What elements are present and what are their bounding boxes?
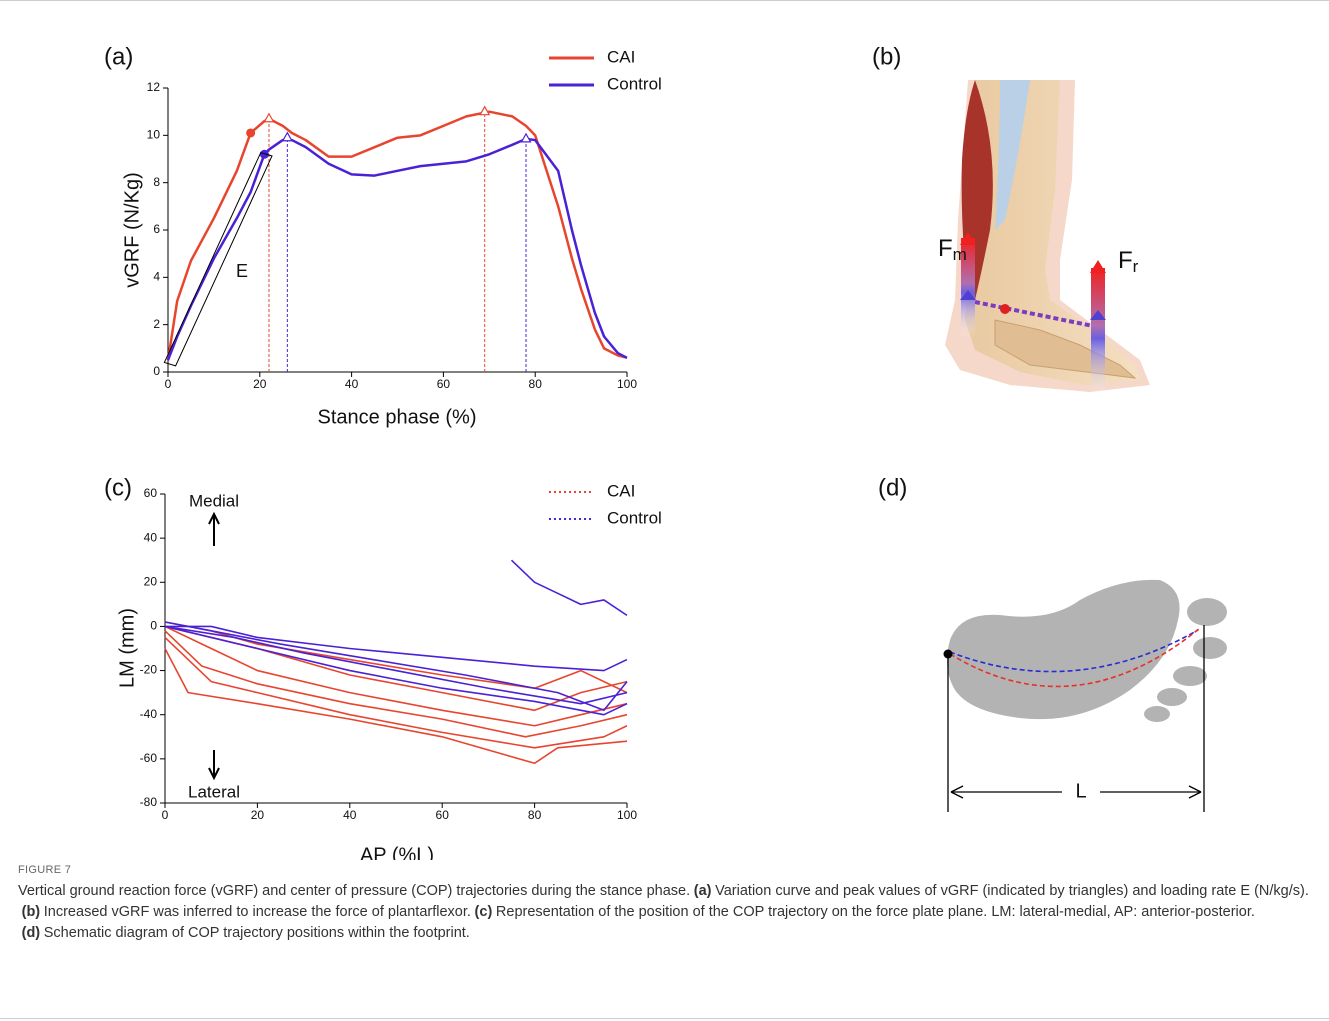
y-axis-label: LM (mm) — [116, 608, 138, 688]
caption-item: Increased vGRF was inferred to increase … — [44, 904, 471, 920]
figure: (b) Fm Fr (d) L (a) Stance phase (%) vGRF … — [0, 0, 1329, 860]
loading-rate-label: E — [236, 261, 248, 281]
loading-rate-box — [164, 153, 272, 366]
caption-tag: (d) — [22, 925, 41, 941]
legend-label: CAI — [607, 47, 635, 66]
panel-label: (d) — [878, 474, 907, 501]
x-axis-label: AP (%L) — [360, 844, 434, 860]
x-tick-label: 80 — [529, 377, 543, 391]
force-main: F — [938, 235, 953, 262]
legend-label: CAI — [607, 481, 635, 500]
direction-arrow — [209, 750, 219, 778]
y-tick-label: 10 — [147, 128, 161, 142]
caption-item: Variation curve and peak values of vGRF … — [715, 883, 1309, 899]
x-tick-label: 0 — [165, 377, 172, 391]
x-tick-label: 20 — [253, 377, 267, 391]
x-tick-label: 0 — [162, 808, 169, 822]
x-tick-label: 100 — [617, 808, 637, 822]
onset-marker — [246, 128, 255, 137]
data-line — [168, 112, 627, 361]
x-tick-label: 80 — [528, 808, 542, 822]
legend-label: Control — [607, 74, 662, 93]
force-sub: m — [953, 245, 967, 264]
force-label: Fr — [1118, 247, 1139, 276]
y-tick-label: -20 — [140, 663, 158, 677]
caption-tag: (a) — [694, 883, 712, 899]
data-line — [165, 622, 627, 710]
y-tick-label: 40 — [144, 530, 158, 544]
peak-marker — [522, 134, 531, 142]
caption-item: Representation of the position of the CO… — [496, 904, 1255, 920]
y-tick-label: -80 — [140, 795, 158, 809]
peak-marker — [283, 133, 292, 141]
y-tick-label: 0 — [150, 619, 157, 633]
x-tick-label: 40 — [345, 377, 359, 391]
data-line — [512, 560, 628, 615]
x-tick-label: 20 — [251, 808, 265, 822]
y-tick-label: 8 — [153, 175, 160, 189]
force-main: F — [1118, 247, 1133, 274]
caption-tag: (b) — [22, 904, 41, 920]
y-tick-label: 60 — [144, 486, 158, 500]
peak-marker — [480, 107, 489, 115]
y-tick-label: -60 — [140, 751, 158, 765]
legend-label: Control — [607, 508, 662, 527]
peak-marker — [264, 114, 273, 122]
panel-label: (c) — [104, 474, 132, 501]
x-tick-label: 40 — [343, 808, 357, 822]
force-sub: r — [1133, 257, 1139, 276]
caption-tag: (c) — [475, 904, 493, 920]
caption-intro: Vertical ground reaction force (vGRF) an… — [18, 883, 690, 899]
x-tick-label: 100 — [617, 377, 637, 391]
page: (b) Fm Fr (d) L (a) Stance phase (%) vGRF … — [0, 0, 1329, 1021]
y-tick-label: 4 — [153, 270, 160, 284]
x-tick-label: 60 — [437, 377, 451, 391]
direction-arrow — [209, 514, 219, 546]
bottom-border — [0, 1018, 1329, 1019]
y-tick-label: 20 — [144, 574, 158, 588]
direction-label: Lateral — [188, 782, 240, 801]
length-label: L — [1075, 780, 1086, 802]
leg-illustration — [945, 80, 1150, 396]
panel-label: (b) — [872, 43, 901, 70]
y-tick-label: 6 — [153, 222, 160, 236]
x-tick-label: 60 — [436, 808, 450, 822]
panel-label: (a) — [104, 43, 133, 70]
y-tick-label: 12 — [147, 80, 161, 94]
y-axis-label: vGRF (N/Kg) — [121, 172, 143, 288]
x-axis-label: Stance phase (%) — [318, 406, 477, 428]
y-tick-label: 2 — [153, 317, 160, 331]
y-tick-label: 0 — [153, 364, 160, 378]
footprint-diagram — [944, 580, 1228, 812]
direction-label: Medial — [189, 491, 239, 510]
caption-item: Schematic diagram of COP trajectory posi… — [44, 925, 470, 941]
caption-label: FIGURE 7 — [18, 860, 1313, 881]
caption: FIGURE 7 Vertical ground reaction force … — [18, 860, 1313, 944]
y-tick-label: -40 — [140, 707, 158, 721]
caption-text: Vertical ground reaction force (vGRF) an… — [18, 881, 1313, 944]
